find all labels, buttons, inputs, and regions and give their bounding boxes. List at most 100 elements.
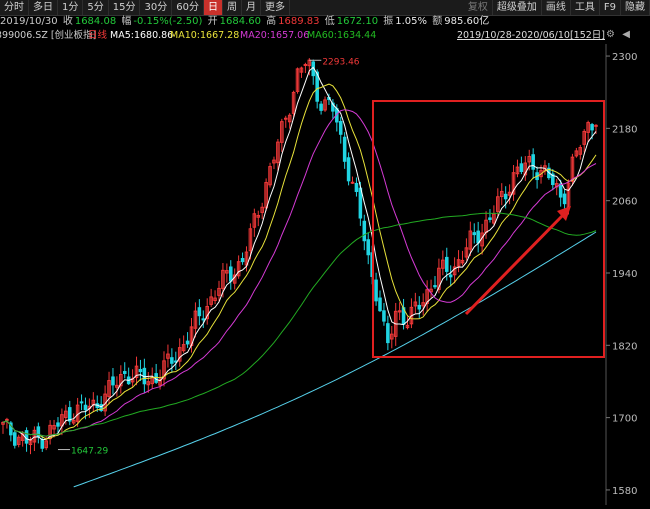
candle-body [197, 307, 202, 317]
candle-body [441, 259, 445, 269]
candle-body [562, 193, 567, 205]
ma10-line [2, 83, 597, 440]
candle-body [413, 301, 418, 307]
candle-body [295, 68, 300, 92]
candle-body [350, 181, 355, 184]
candle-body [209, 296, 213, 305]
candle-body [119, 373, 123, 387]
gear-icon[interactable]: ⚙ [606, 29, 615, 40]
candle-body [134, 365, 139, 379]
candle-body [5, 418, 9, 421]
ma60-line [2, 212, 597, 437]
candle-body [574, 150, 579, 157]
period-tab[interactable]: 30分 [140, 0, 173, 15]
candle-body [264, 182, 268, 209]
ma-legend: 399006.SZ [创业板指] 日线 MA5:1680.86 MA10:166… [0, 29, 650, 43]
period-tab[interactable]: 15分 [109, 0, 141, 15]
candle-body [390, 333, 394, 340]
candle-body [488, 217, 492, 220]
period-tab[interactable]: 分时 [0, 0, 29, 15]
candle-body [366, 239, 371, 256]
date-range[interactable]: 2019/10/28-2020/06/10[152日] [457, 30, 605, 41]
period-tab[interactable]: 5分 [83, 0, 109, 15]
candle-body [64, 410, 68, 418]
candle-body [16, 436, 21, 445]
candle-body [338, 121, 343, 135]
trend-arrow-shaft [464, 211, 567, 316]
candle-body [519, 163, 524, 173]
candle-body [342, 136, 347, 162]
candle-body [476, 230, 480, 244]
y-tick-label: 2300 [612, 52, 637, 63]
candle-body [170, 357, 174, 364]
period-tab[interactable]: 更多 [261, 0, 290, 15]
candle-body [531, 154, 535, 170]
candle-body [362, 220, 367, 242]
candle-body [44, 440, 48, 449]
candle-body [9, 422, 13, 436]
candle-body [551, 173, 555, 186]
candle-body [252, 213, 257, 228]
candle-body [417, 304, 422, 310]
tool-button[interactable]: 超级叠加 [493, 0, 542, 15]
candle-body [240, 258, 245, 263]
candle-body [83, 404, 88, 411]
ma20-legend: MA20:1657.06 [240, 30, 310, 41]
candle-body [590, 124, 594, 131]
candle-body [40, 439, 45, 449]
candle-body [448, 274, 453, 278]
period-toolbar: 分时 多日 1分 5分 15分 30分 60分日周月更多 复权 超级叠加 画线 工具 F9 隐藏 [0, 0, 650, 16]
trend-arrow-head [557, 206, 571, 221]
close-label: 收 [62, 16, 73, 27]
chevron-left-icon[interactable]: ◀ [622, 29, 630, 40]
candle-body [319, 103, 323, 111]
candle-body [32, 429, 37, 443]
candle-body [429, 288, 433, 293]
amplitude-label: 振 [383, 16, 394, 27]
high-annotation: 2293.46 [322, 57, 359, 67]
candle-body [107, 380, 111, 397]
tool-button[interactable]: F9 [600, 0, 621, 15]
candle-body [515, 166, 520, 175]
candle-body [503, 193, 508, 200]
candle-body [460, 259, 465, 264]
candle-body [303, 63, 308, 66]
candle-body [177, 347, 182, 362]
candle-body [256, 214, 261, 218]
candle-body [346, 157, 351, 182]
candle-body [99, 404, 103, 412]
tool-buttons: 复权 超级叠加 画线 工具 F9 隐藏 [464, 0, 650, 15]
period-tab[interactable]: 周 [223, 0, 242, 15]
highlight-box [372, 100, 605, 358]
period-tab[interactable]: 60分 [172, 0, 204, 15]
period-tab[interactable]: 多日 [29, 0, 58, 15]
candle-body [122, 371, 127, 374]
period-tab[interactable]: 月 [242, 0, 261, 15]
tool-button[interactable]: 工具 [571, 0, 600, 15]
candle-body [558, 183, 563, 198]
low-value: 1672.10 [336, 16, 379, 27]
candle-body [323, 99, 327, 111]
tool-button[interactable]: 复权 [464, 0, 493, 15]
candle-body [115, 384, 119, 388]
candle-body [511, 172, 516, 195]
tool-button[interactable]: 画线 [542, 0, 571, 15]
candle-body [217, 287, 221, 296]
candle-body [236, 261, 241, 277]
index-code: 399006.SZ [创业板指] [0, 30, 97, 41]
period-tab[interactable]: 日 [203, 0, 223, 15]
candle-body [421, 302, 425, 307]
candle-body [472, 232, 477, 236]
candle-body [331, 102, 335, 112]
y-tick-label: 1700 [612, 414, 637, 425]
low-label: 低 [324, 16, 335, 27]
candle-body [52, 424, 56, 430]
period-tab[interactable]: 1分 [58, 0, 84, 15]
y-tick-label: 2180 [612, 124, 637, 135]
candle-body [67, 407, 72, 422]
candle-body [1, 421, 5, 425]
candle-body [13, 432, 17, 446]
candle-body [492, 213, 496, 224]
period-tabs: 分时 多日 1分 5分 15分 30分 60分日周月更多 [0, 0, 290, 15]
